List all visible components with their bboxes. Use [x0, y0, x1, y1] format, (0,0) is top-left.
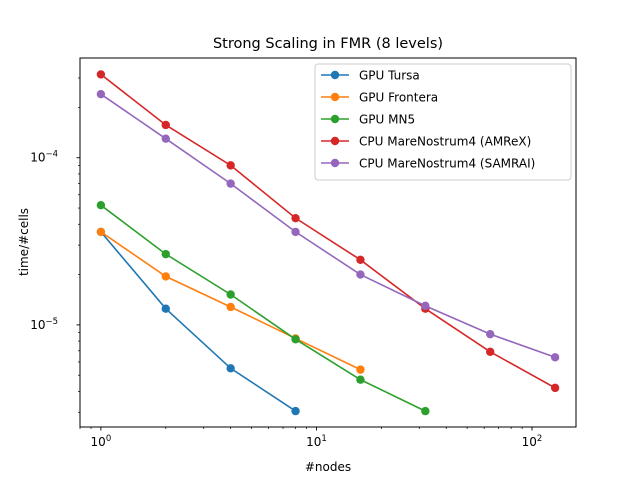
y-tick-label: 10−4	[30, 150, 58, 165]
data-point	[226, 290, 235, 299]
legend-label: GPU Tursa	[359, 69, 420, 83]
data-point	[161, 272, 170, 281]
legend-swatch-marker	[330, 158, 340, 168]
legend-swatch-marker	[330, 70, 340, 80]
series-line	[100, 204, 426, 412]
legend-frame	[314, 63, 572, 181]
data-point	[161, 304, 170, 313]
x-tick-label: 101	[306, 434, 327, 449]
data-point	[356, 255, 365, 265]
data-point	[421, 406, 430, 416]
data-point	[356, 270, 365, 279]
data-point	[96, 70, 106, 79]
legend-label: CPU MareNostrum4 (SAMRAI)	[359, 157, 535, 171]
data-point	[226, 302, 235, 312]
y-axis-label: time/#cells	[17, 208, 31, 276]
data-point	[96, 89, 106, 99]
data-point	[226, 364, 235, 373]
legend-label: CPU MareNostrum4 (AMReX)	[359, 135, 531, 149]
legend-swatch-marker	[330, 92, 340, 102]
data-point	[226, 179, 235, 188]
series-line	[100, 231, 297, 412]
legend-label: GPU MN5	[359, 113, 415, 127]
data-point	[291, 406, 300, 416]
chart-title: Strong Scaling in FMR (8 levels)	[213, 36, 443, 52]
x-tick-label: 100	[91, 434, 112, 449]
series-line	[100, 231, 361, 371]
legend-entry: CPU MareNostrum4 (SAMRAI)	[321, 157, 535, 171]
data-point	[356, 375, 365, 384]
legend: GPU Tursa GPU Frontera GPU MN5 CPU MareNost…	[314, 63, 572, 181]
legend-entry: GPU Frontera	[321, 91, 438, 105]
legend-entry: GPU Tursa	[321, 69, 420, 83]
legend-entry: CPU MareNostrum4 (AMReX)	[321, 135, 531, 149]
data-point	[161, 249, 170, 259]
data-point	[550, 353, 560, 362]
y-tick-label: 10−5	[30, 317, 58, 332]
legend-swatch-marker	[330, 114, 340, 124]
data-point	[291, 213, 300, 223]
series-3	[96, 201, 430, 416]
data-point	[161, 120, 170, 130]
data-point	[486, 329, 495, 339]
legend-swatch-marker	[330, 136, 340, 146]
data-point	[550, 383, 560, 393]
x-tick-label: 102	[522, 434, 543, 449]
data-point	[96, 227, 106, 237]
data-point	[356, 365, 365, 374]
legend-label: GPU Frontera	[359, 91, 438, 105]
series-line	[100, 73, 556, 389]
plot-area	[96, 70, 560, 416]
data-point	[291, 335, 300, 344]
legend-entry: GPU MN5	[321, 113, 415, 127]
data-point	[226, 161, 235, 170]
data-point	[161, 134, 170, 143]
data-point	[291, 227, 300, 237]
series-line	[100, 93, 556, 359]
data-point	[421, 301, 430, 311]
data-point	[96, 201, 106, 210]
axes: 100 101 102 10−5 10−4	[30, 77, 543, 449]
x-axis-label: #nodes	[305, 460, 351, 474]
data-point	[486, 347, 495, 357]
series-2	[96, 227, 365, 374]
series-5	[96, 89, 560, 362]
axes-frame	[79, 57, 577, 428]
